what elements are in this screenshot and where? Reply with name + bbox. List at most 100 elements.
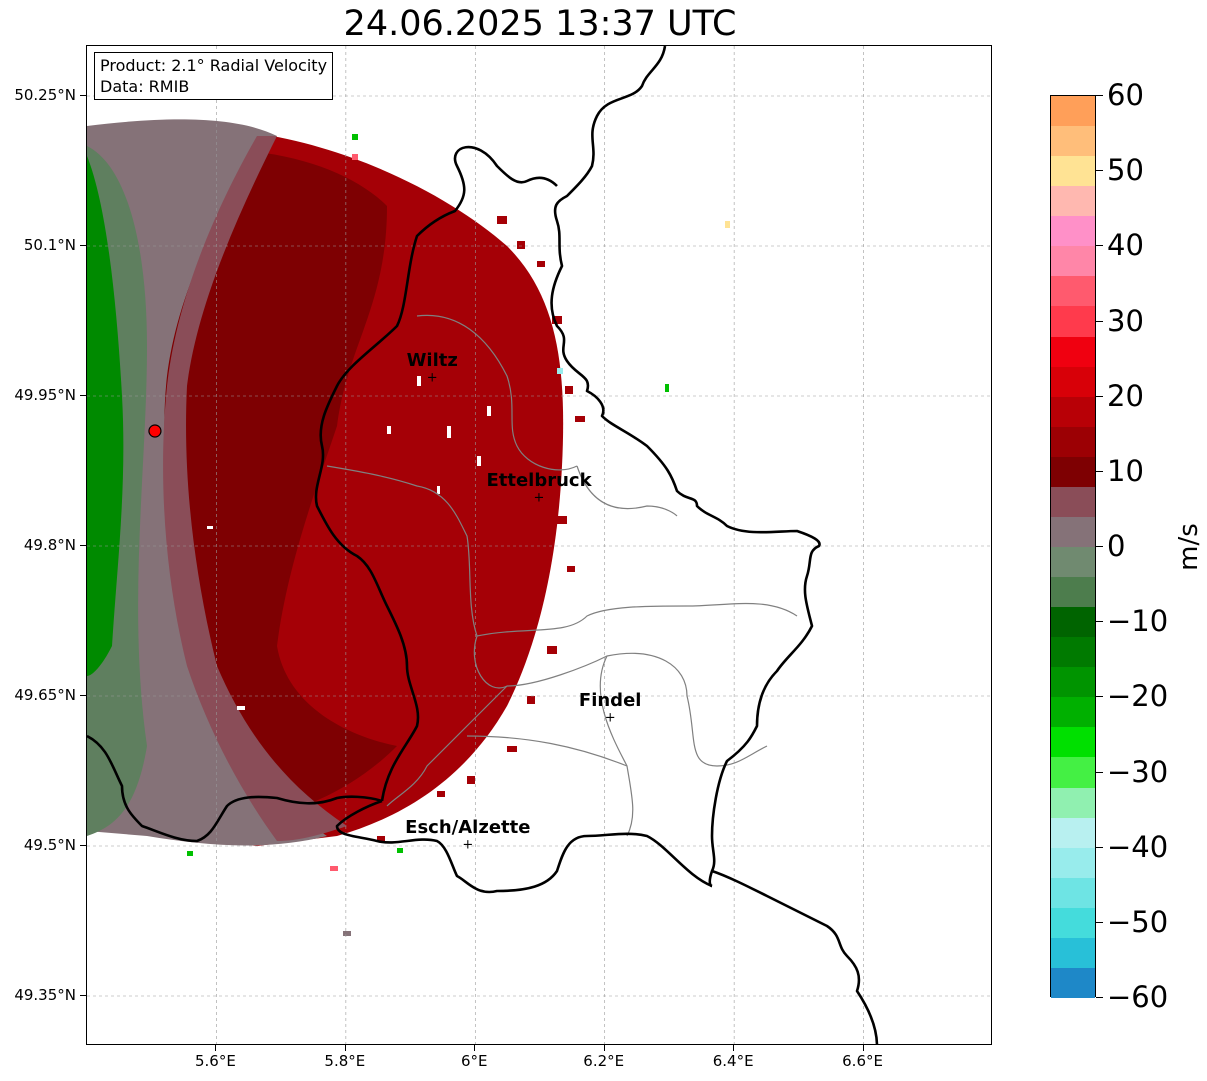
y-tick-label: 50.25°N [14,86,76,104]
colorbar-tick-label: 20 [1107,378,1144,413]
y-tick-mark [80,995,86,996]
colorbar-tick-mark [1096,245,1103,247]
colorbar-tick-label: 40 [1107,228,1144,263]
colorbar-segment [1051,697,1095,728]
y-tick-mark [80,245,86,246]
colorbar-segment [1051,246,1095,277]
echo-green-dark [87,156,124,676]
colorbar-segment [1051,577,1095,608]
colorbar-tick-mark [1096,395,1103,397]
colorbar-segment [1051,276,1095,307]
city-label: Wiltz [406,350,458,371]
echo-brown-band [163,136,347,841]
colorbar-segment [1051,937,1095,969]
colorbar-tick-label: 10 [1107,453,1144,488]
colorbar-tick-mark [1096,320,1103,322]
x-tick-label: 6.6°E [842,1052,883,1070]
colorbar-tick-mark [1096,696,1103,698]
city-label: Findel [578,690,642,711]
data-source-label: Data: RMIB [100,77,190,96]
radar-echo-layer [87,119,730,936]
plot-title: 24.06.2025 13:37 UTC [343,4,737,44]
y-tick-mark [80,395,86,396]
y-tick-label: 49.95°N [14,386,76,404]
city-marker-icon: + [462,837,474,853]
product-info-box: Product: 2.1° Radial Velocity Data: RMIB [94,52,334,100]
x-tick-mark [474,1045,476,1051]
x-tick-label: 6.4°E [712,1052,754,1070]
colorbar-segment [1051,727,1095,758]
colorbar-segment [1051,847,1095,879]
colorbar-segment [1051,757,1095,789]
colorbar-tick-label: −50 [1107,904,1169,939]
radar-site-marker [148,424,162,438]
colorbar-tick-mark [1096,921,1103,923]
colorbar-tick-label: −40 [1107,829,1169,864]
colorbar-segment [1051,216,1095,247]
x-tick-label: 6°E [461,1052,488,1070]
city-label: Ettelbruck [486,470,592,491]
x-tick-mark [215,1045,217,1051]
product-label: Product: 2.1° Radial Velocity [100,56,328,75]
colorbar-tick-mark [1096,771,1103,773]
colorbar-segment [1051,817,1095,849]
colorbar-tick-label: −60 [1107,980,1169,1014]
y-tick-label: 49.65°N [14,686,76,704]
city-label: Esch/Alzette [405,817,531,838]
colorbar-segment [1051,336,1095,368]
y-tick-label: 49.8°N [23,536,76,554]
colorbar-segment [1051,907,1095,939]
colorbar-segment [1051,186,1095,217]
colorbar-tick-label: 50 [1107,153,1144,188]
x-tick-mark [733,1045,735,1051]
x-tick-mark [344,1045,346,1051]
colorbar-segment [1051,787,1095,819]
x-tick-mark [862,1045,864,1051]
colorbar-tick-mark [1096,546,1103,547]
y-tick-label: 50.1°N [23,236,76,254]
colorbar-tick-mark [1096,95,1103,96]
colorbar-unit-label: m/s [1173,523,1204,571]
colorbar-segment [1051,96,1095,127]
colorbar-tick-label: 0 [1107,529,1126,563]
colorbar [1050,95,1096,999]
y-tick-mark [80,695,86,696]
colorbar-segment [1051,637,1095,668]
colorbar-tick-mark [1096,470,1103,472]
national-borders [87,46,879,1044]
city-marker-icon: + [533,490,545,506]
colorbar-segment [1051,667,1095,698]
colorbar-tick-mark [1096,997,1103,998]
colorbar-segment [1051,396,1095,428]
x-tick-label: 5.6°E [195,1052,236,1070]
colorbar-tick-label: 30 [1107,303,1144,338]
colorbar-segment [1051,426,1095,458]
colorbar-segment [1051,607,1095,638]
colorbar-tick-label: −10 [1107,604,1169,639]
colorbar-segment [1051,156,1095,187]
x-tick-mark [603,1045,605,1051]
colorbar-tick-label: −20 [1107,679,1169,714]
colorbar-segment [1051,306,1095,338]
colorbar-tick-label: −30 [1107,754,1169,789]
colorbar-segment [1051,366,1095,398]
colorbar-segment [1051,967,1095,999]
y-tick-label: 49.35°N [14,986,76,1004]
radar-map[interactable] [86,45,992,1045]
y-tick-mark [80,845,86,846]
radar-map-canvas [87,46,991,1044]
colorbar-segment [1051,486,1095,518]
x-tick-label: 6.2°E [583,1052,625,1070]
y-tick-mark [80,545,86,546]
colorbar-segment [1051,877,1095,909]
y-tick-label: 49.5°N [23,836,76,854]
colorbar-segment [1051,516,1095,548]
colorbar-tick-mark [1096,846,1103,848]
city-marker-icon: + [604,710,616,726]
canton-borders [326,314,798,837]
colorbar-tick-mark [1096,170,1103,172]
colorbar-tick-label: 60 [1107,78,1144,112]
colorbar-tick-mark [1096,621,1103,623]
city-marker-icon: + [426,370,438,386]
colorbar-segment [1051,126,1095,157]
